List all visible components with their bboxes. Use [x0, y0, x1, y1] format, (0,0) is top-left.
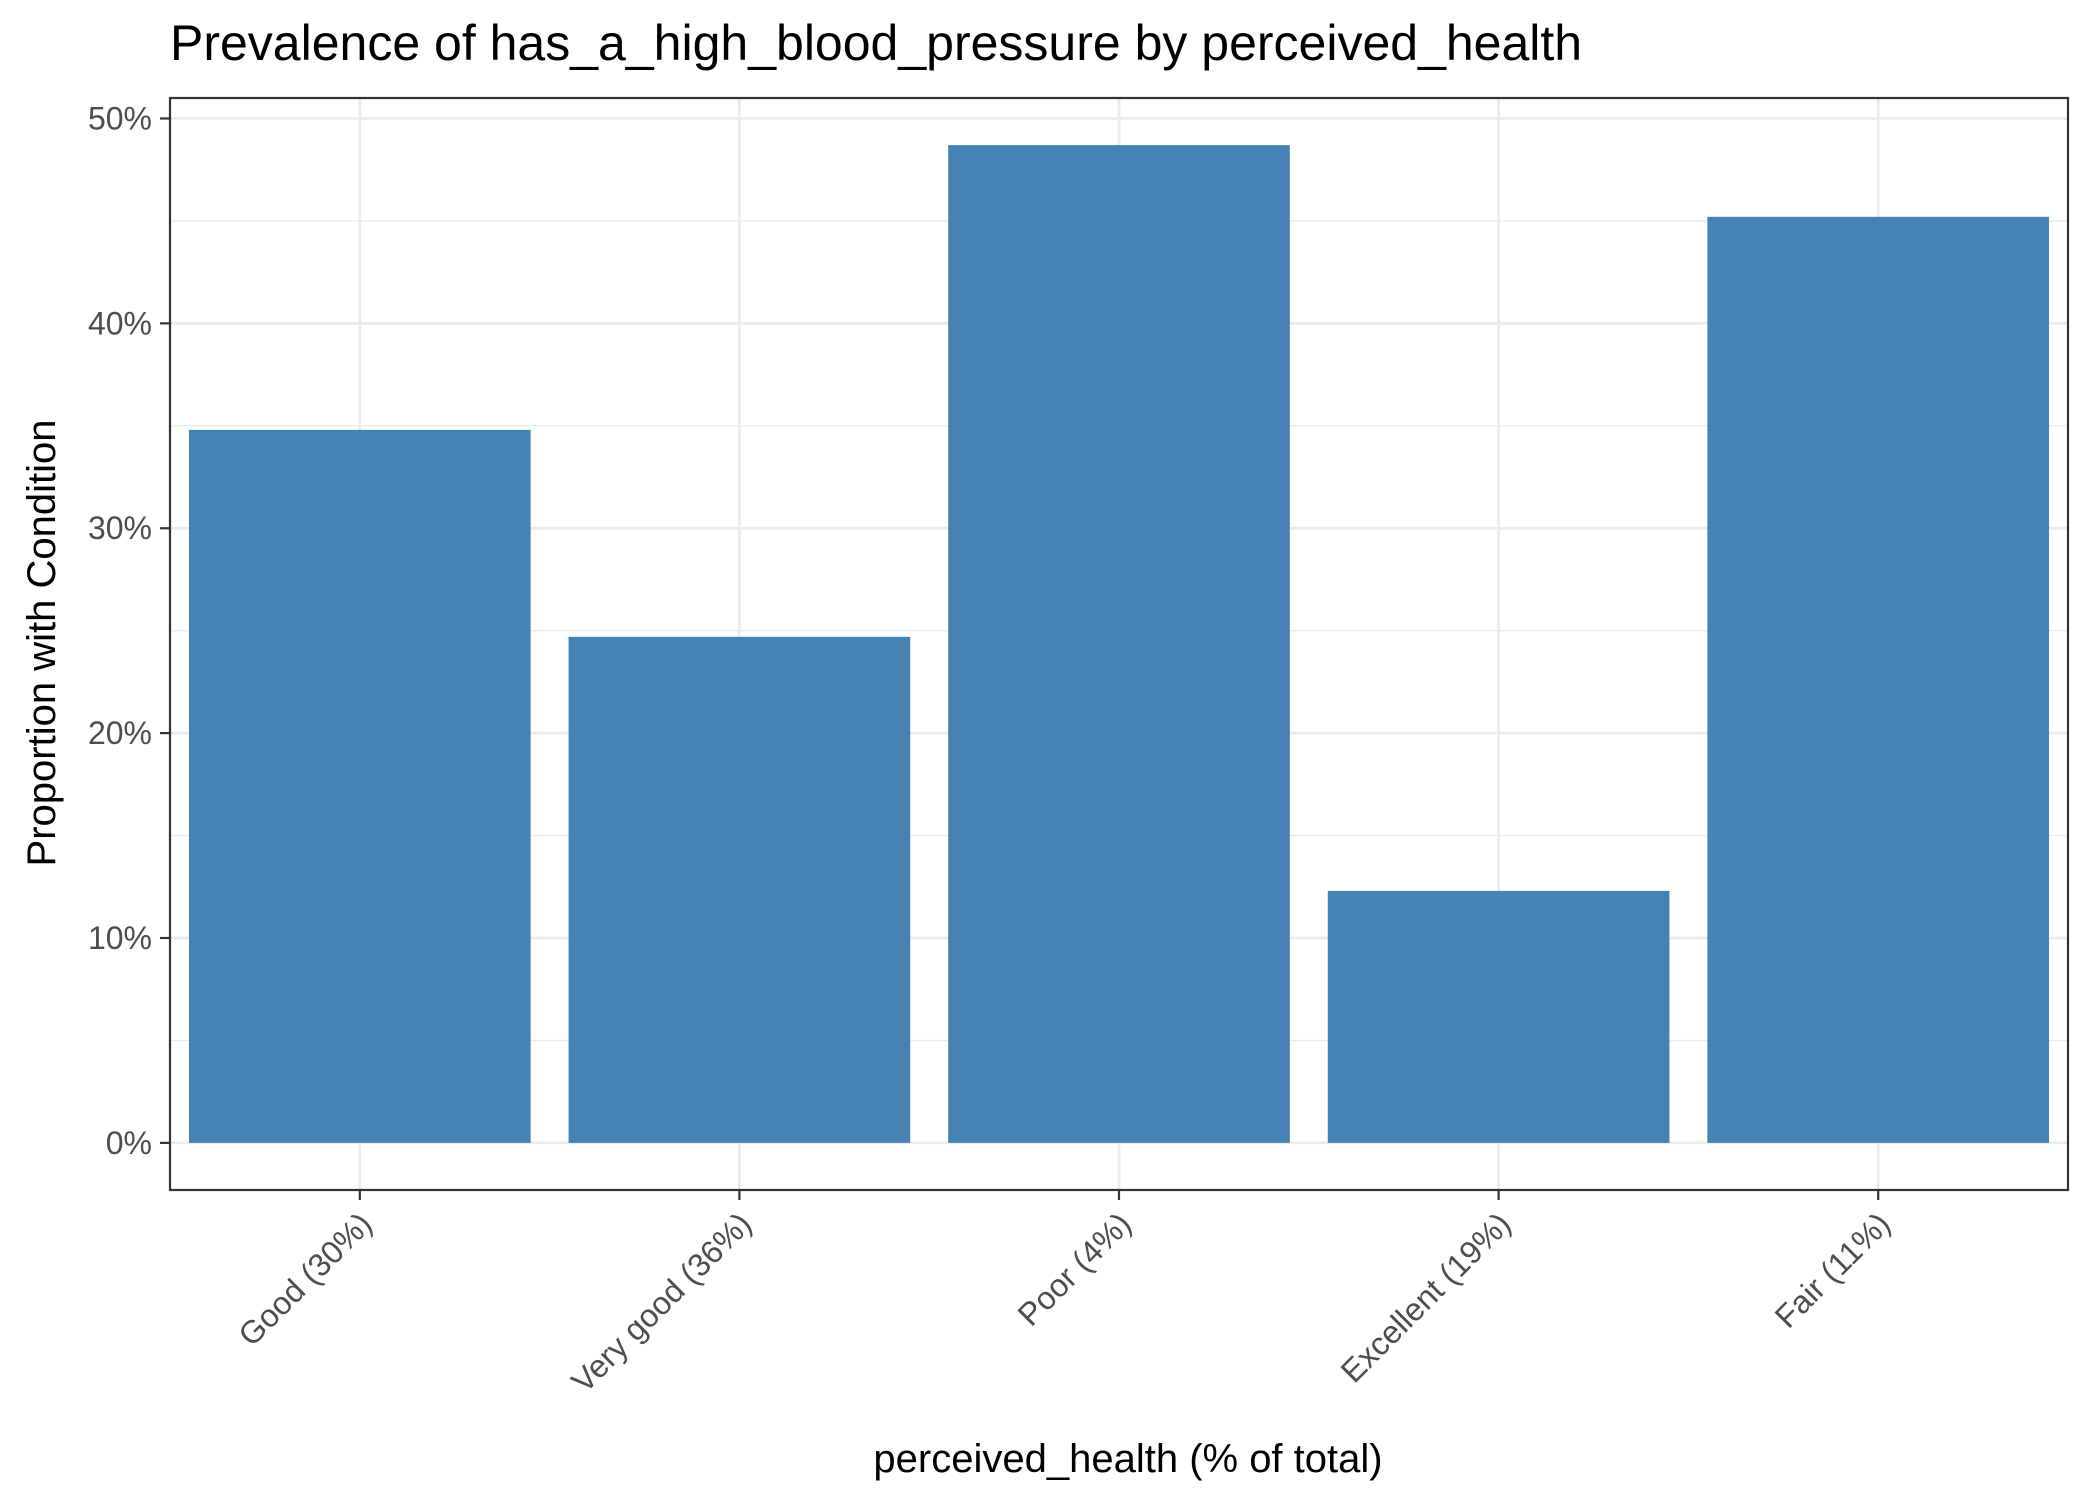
x-tick-label: Fair (11%) [1768, 1205, 1897, 1334]
x-tick-label: Poor (4%) [1011, 1205, 1138, 1332]
x-tick-label: Very good (36%) [564, 1205, 758, 1399]
y-axis-title: Proportion with Condition [20, 420, 64, 867]
bar [568, 636, 911, 1143]
y-tick-label: 10% [88, 920, 152, 956]
x-tick-label: Good (30%) [231, 1205, 378, 1352]
bars [188, 145, 2050, 1143]
x-tick-label: Excellent (19%) [1334, 1205, 1518, 1389]
x-axis: Good (30%) Very good (36%) Poor (4%) Excell… [231, 1190, 1897, 1399]
y-tick-label: 50% [88, 100, 152, 136]
bar [948, 145, 1290, 1143]
bar [1327, 890, 1670, 1143]
x-axis-title: perceived_health (% of total) [873, 1437, 1382, 1481]
y-tick-label: 30% [88, 510, 152, 546]
bar [188, 429, 531, 1143]
y-tick-label: 40% [88, 305, 152, 341]
y-tick-label: 20% [88, 715, 152, 751]
plot-panel [168, 96, 2070, 1192]
y-tick-label: 0% [106, 1125, 152, 1161]
y-axis: 0% 10% 20% 30% 40% 50% [88, 100, 170, 1161]
chart-title: Prevalence of has_a_high_blood_pressure … [170, 15, 1582, 71]
bar [1707, 216, 2050, 1143]
